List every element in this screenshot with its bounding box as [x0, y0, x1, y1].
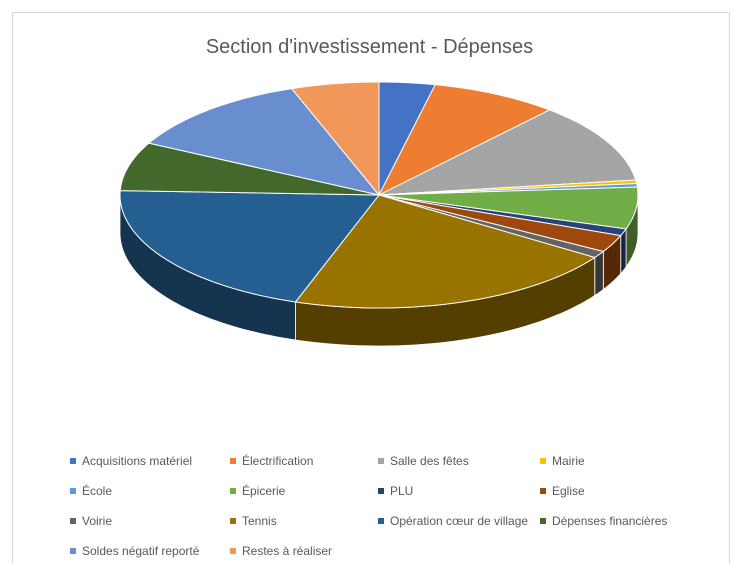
- pie-slice-14: [291, 81, 380, 196]
- pie-slice-11: [119, 190, 380, 303]
- legend-swatch: [230, 488, 236, 494]
- legend-label: Salle des fêtes: [390, 454, 469, 468]
- legend-item: Opération cœur de village: [378, 514, 528, 528]
- pie-slice-6: [378, 186, 639, 230]
- legend-swatch: [540, 488, 546, 494]
- legend-swatch: [70, 458, 76, 464]
- legend-label: Tennis: [242, 514, 277, 528]
- legend-item: Soldes négatif reporté: [70, 544, 199, 558]
- pie-slices: [119, 81, 639, 309]
- legend-item: PLU: [378, 484, 413, 498]
- legend-swatch: [540, 458, 546, 464]
- legend-item: École: [70, 484, 112, 498]
- legend-item: Tennis: [230, 514, 277, 528]
- legend-swatch: [230, 548, 236, 554]
- pie-slice-8: [378, 194, 622, 252]
- legend-label: École: [82, 484, 113, 498]
- legend-label: Électrification: [242, 454, 314, 468]
- legend-swatch: [378, 458, 384, 464]
- legend-item: Restes à réaliser: [230, 544, 332, 558]
- legend-label: Acquisitions matériel: [82, 454, 193, 468]
- legend-label: Opération cœur de village: [390, 514, 529, 528]
- legend-label: Eglise: [552, 484, 585, 498]
- pie-slice-12: [119, 142, 380, 196]
- legend-item: Voirie: [70, 514, 112, 528]
- legend-item: Mairie: [540, 454, 585, 468]
- chart-title: Section d'investissement - Dépenses: [205, 36, 534, 58]
- pie-side-7: [620, 227, 627, 275]
- pie-slice-3: [378, 109, 637, 196]
- legend-item: Eglise: [540, 484, 585, 498]
- legend-label: Dépenses financières: [552, 514, 668, 528]
- legend-label: Épicerie: [242, 484, 286, 498]
- legend-label: PLU: [390, 484, 414, 498]
- legend-swatch: [378, 518, 384, 524]
- legend-swatch: [70, 518, 76, 524]
- legend-item: Acquisitions matériel: [70, 454, 192, 468]
- pie-slice-2: [378, 84, 551, 196]
- legend-swatch: [70, 548, 76, 554]
- legend-label: Mairie: [552, 454, 585, 468]
- legend-item: Dépenses financières: [540, 514, 667, 528]
- legend-swatch: [540, 518, 546, 524]
- legend-label: Voirie: [82, 514, 113, 528]
- legend-item: Salle des fêtes: [378, 454, 469, 468]
- legend-label: Restes à réaliser: [242, 544, 333, 558]
- legend-swatch: [230, 518, 236, 524]
- legend-item: Épicerie: [230, 484, 285, 498]
- pie-slice-13: [148, 88, 380, 196]
- legend-swatch: [230, 458, 236, 464]
- legend-swatch: [70, 488, 76, 494]
- legend-swatch: [378, 488, 384, 494]
- legend-label: Soldes négatif reporté: [82, 544, 200, 558]
- pie-slice-10: [295, 194, 596, 309]
- legend-item: Électrification: [230, 454, 313, 468]
- pie-side-9: [594, 250, 604, 297]
